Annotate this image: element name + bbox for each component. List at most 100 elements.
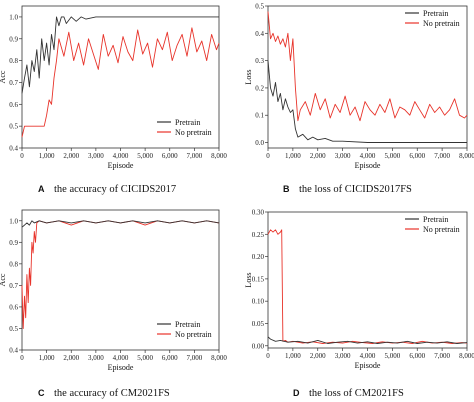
y-tick-label: 0.5 bbox=[9, 123, 18, 131]
series-line-no-pretrain bbox=[21, 220, 220, 329]
x-tick-label: 3,000 bbox=[88, 354, 104, 362]
y-tick-label: 0.25 bbox=[252, 231, 265, 239]
legend-label: Pretrain bbox=[175, 118, 200, 127]
panel-d-caption: the loss of CM2021FS bbox=[309, 388, 404, 399]
x-tick-label: 4,000 bbox=[113, 354, 129, 362]
y-tick-label: 0.5 bbox=[255, 3, 264, 11]
panel-d-loss-cm2021fs: D the loss of CM2021FS 0 1,000 2,000 3,000 4… bbox=[244, 209, 474, 400]
y-tick-label: 0.1 bbox=[255, 112, 264, 120]
x-tick-label: 7,000 bbox=[187, 152, 203, 160]
y-tick-label: 0.4 bbox=[9, 347, 18, 355]
x-tick-label: 7,000 bbox=[434, 152, 450, 160]
y-tick-label: 0.9 bbox=[9, 239, 18, 247]
x-tick-label: 4,000 bbox=[113, 152, 129, 160]
x-axis-label: Episode bbox=[108, 161, 134, 170]
panel-c-caption: the accuracy of CM2021FS bbox=[54, 388, 170, 399]
x-tick-label: 4,000 bbox=[360, 152, 376, 160]
x-tick-label: 2,000 bbox=[63, 152, 79, 160]
x-tick-label: 7,000 bbox=[187, 354, 203, 362]
x-axis-label: Episode bbox=[108, 363, 134, 372]
y-tick-label: 1.0 bbox=[9, 13, 18, 21]
y-tick-label: 0.00 bbox=[252, 342, 265, 350]
x-tick-label: 8,000 bbox=[211, 152, 227, 160]
panel-c-letter: C bbox=[38, 388, 45, 398]
x-tick-label: 8,000 bbox=[459, 352, 474, 360]
series-line-pretrain bbox=[21, 220, 220, 228]
x-tick-label: 0 bbox=[20, 152, 24, 160]
x-tick-label: 5,000 bbox=[385, 352, 401, 360]
legend-label: No pretrain bbox=[423, 225, 460, 234]
x-tick-label: 5,000 bbox=[137, 152, 153, 160]
x-tick-label: 0 bbox=[266, 152, 270, 160]
x-tick-label: 0 bbox=[266, 352, 270, 360]
panel-a-caption: the accuracy of CICIDS2017 bbox=[54, 184, 176, 195]
x-tick-label: 6,000 bbox=[162, 152, 178, 160]
panel-a-letter: A bbox=[38, 184, 45, 194]
y-tick-label: 0.2 bbox=[255, 84, 264, 92]
x-axis-label: Episode bbox=[355, 361, 381, 370]
y-axis-label: Loss bbox=[244, 69, 253, 84]
panel-b-caption: the loss of CICIDS2017FS bbox=[299, 184, 412, 195]
y-axis-label: Acc bbox=[0, 70, 7, 83]
x-tick-label: 1,000 bbox=[285, 152, 301, 160]
y-tick-label: 0.8 bbox=[9, 260, 18, 268]
x-tick-label: 4,000 bbox=[360, 352, 376, 360]
legend-label: No pretrain bbox=[423, 19, 460, 28]
series-line-no-pretrain bbox=[267, 229, 468, 344]
y-tick-label: 1.0 bbox=[9, 217, 18, 225]
panel-b-letter: B bbox=[283, 184, 290, 194]
y-axis-label: Acc bbox=[0, 273, 7, 286]
panel-b-loss-cicids2017fs: B the loss of CICIDS2017FS 0 1,000 2,000 3,… bbox=[244, 3, 474, 196]
panel-d-letter: D bbox=[293, 388, 300, 398]
x-tick-label: 3,000 bbox=[335, 152, 351, 160]
panel-c-accuracy-cm2021fs: C the accuracy of CM2021FS 0 1,000 2,000 3,… bbox=[0, 209, 227, 399]
series-line-pretrain bbox=[21, 16, 219, 94]
x-tick-label: 8,000 bbox=[211, 354, 227, 362]
y-tick-label: 0.4 bbox=[255, 30, 264, 38]
y-tick-label: 0.7 bbox=[9, 79, 18, 87]
y-tick-label: 0.6 bbox=[9, 303, 18, 311]
x-tick-label: 1,000 bbox=[39, 354, 55, 362]
y-tick-label: 0.4 bbox=[9, 145, 18, 153]
x-tick-label: 5,000 bbox=[385, 152, 401, 160]
x-tick-label: 2,000 bbox=[310, 352, 326, 360]
y-tick-label: 0.8 bbox=[9, 57, 18, 65]
x-tick-label: 2,000 bbox=[310, 152, 326, 160]
x-tick-label: 3,000 bbox=[88, 152, 104, 160]
x-tick-label: 6,000 bbox=[162, 354, 178, 362]
y-tick-label: 0.5 bbox=[9, 325, 18, 333]
x-axis-label: Episode bbox=[355, 161, 381, 170]
y-tick-label: 0.10 bbox=[252, 298, 265, 306]
x-tick-label: 3,000 bbox=[335, 352, 351, 360]
y-tick-label: 0.15 bbox=[252, 275, 265, 283]
x-tick-label: 1,000 bbox=[39, 152, 55, 160]
y-tick-label: 0.20 bbox=[252, 253, 265, 261]
plot-frame bbox=[21, 209, 220, 351]
x-tick-label: 0 bbox=[20, 354, 24, 362]
x-tick-label: 5,000 bbox=[137, 354, 153, 362]
legend-label: Pretrain bbox=[175, 320, 200, 329]
y-tick-label: 0.0 bbox=[255, 139, 264, 147]
legend-label: No pretrain bbox=[175, 330, 212, 339]
y-tick-label: 0.05 bbox=[252, 320, 265, 328]
series-line-pretrain bbox=[267, 60, 467, 143]
series-line-no-pretrain bbox=[21, 27, 220, 138]
y-tick-label: 0.3 bbox=[255, 57, 264, 65]
y-tick-label: 0.6 bbox=[9, 101, 18, 109]
x-tick-label: 2,000 bbox=[63, 354, 79, 362]
series-line-pretrain bbox=[267, 336, 468, 344]
legend-label: Pretrain bbox=[423, 215, 448, 224]
y-axis-label: Loss bbox=[244, 272, 253, 287]
x-tick-label: 8,000 bbox=[459, 152, 474, 160]
x-tick-label: 6,000 bbox=[409, 352, 425, 360]
legend-label: Pretrain bbox=[423, 9, 448, 18]
y-tick-label: 0.30 bbox=[252, 209, 265, 217]
y-tick-label: 0.7 bbox=[9, 282, 18, 290]
y-tick-label: 0.9 bbox=[9, 35, 18, 43]
panel-a-accuracy-cicids2017: A the accuracy of CICIDS2017 0 1,000 2,000… bbox=[0, 5, 227, 195]
x-tick-label: 6,000 bbox=[409, 152, 425, 160]
x-tick-label: 7,000 bbox=[434, 352, 450, 360]
x-tick-label: 1,000 bbox=[285, 352, 301, 360]
legend-label: No pretrain bbox=[175, 128, 212, 137]
